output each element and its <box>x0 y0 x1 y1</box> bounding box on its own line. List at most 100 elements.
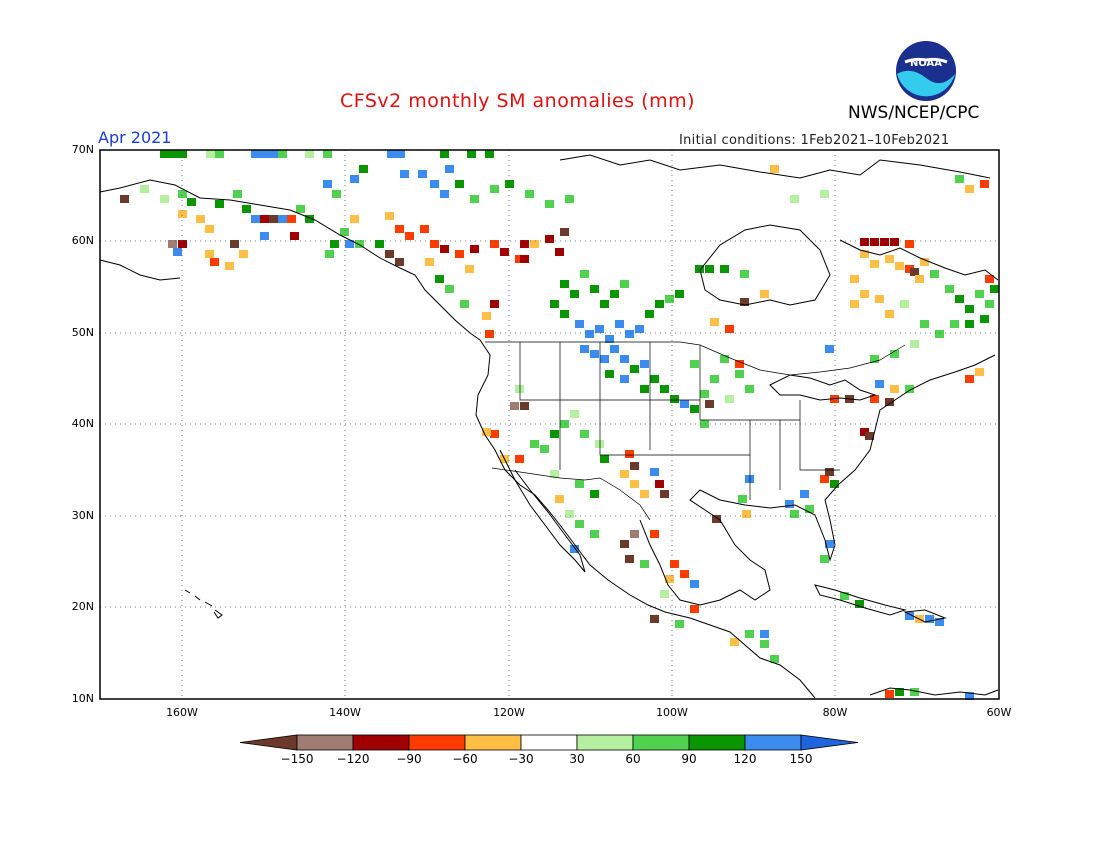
anomaly-cell <box>620 280 629 288</box>
chart-title: CFSv2 monthly SM anomalies (mm) <box>340 90 696 112</box>
anomaly-cell <box>920 320 929 328</box>
anomaly-cell <box>955 295 964 303</box>
anomaly-cell <box>490 185 499 193</box>
anomaly-cell <box>470 245 479 253</box>
anomaly-cell <box>760 290 769 298</box>
anomaly-cell <box>670 560 679 568</box>
anomaly-cell <box>885 398 894 406</box>
anomaly-cell <box>955 175 964 183</box>
anomaly-cell <box>660 590 669 598</box>
anomaly-cell <box>850 300 859 308</box>
anomaly-cell <box>296 205 305 213</box>
anomaly-cell <box>560 420 569 428</box>
anomaly-cell <box>430 180 439 188</box>
anomaly-cell <box>210 258 219 266</box>
anomaly-cell <box>965 305 974 313</box>
anomaly-cell <box>705 265 714 273</box>
colorbar-bin <box>576 734 634 751</box>
anomaly-cell <box>690 360 699 368</box>
us-mexico-border <box>491 467 651 521</box>
colorbar-label: −150 <box>280 752 314 766</box>
anomaly-cell <box>875 380 884 388</box>
anomaly-cell <box>890 385 899 393</box>
anomaly-cell <box>675 290 684 298</box>
lon-label: 160W <box>166 706 198 719</box>
anomaly-cell <box>465 265 474 273</box>
anomaly-cell <box>418 170 427 178</box>
anomaly-cell <box>705 400 714 408</box>
anomaly-cell <box>790 510 799 518</box>
anomaly-cell <box>225 262 234 270</box>
anomaly-map <box>99 149 1000 700</box>
colorbar-arrow-low <box>239 734 298 751</box>
anomaly-cell <box>530 240 539 248</box>
anomaly-cell <box>640 490 649 498</box>
anomaly-cell <box>820 555 829 563</box>
anomaly-cell <box>420 225 429 233</box>
labrador <box>839 239 999 281</box>
colorbar-label: 150 <box>789 752 813 766</box>
anomaly-cell <box>910 688 919 696</box>
anomaly-cell <box>665 295 674 303</box>
anomaly-cell <box>605 370 614 378</box>
anomaly-cell <box>745 475 754 483</box>
anomaly-cell <box>387 150 396 158</box>
anomaly-cell <box>675 620 684 628</box>
map-frame <box>99 149 1000 700</box>
anomaly-cell <box>168 240 177 248</box>
anomaly-cell <box>560 280 569 288</box>
anomaly-cell <box>560 228 569 236</box>
colorbar-bin <box>632 734 690 751</box>
anomaly-cell <box>745 630 754 638</box>
anomaly-cell <box>470 195 479 203</box>
anomaly-cell <box>239 250 248 258</box>
anomaly-cell <box>405 232 414 240</box>
anomaly-cell <box>665 575 674 583</box>
anomaly-cell <box>635 325 644 333</box>
lat-label: 70N <box>71 143 94 156</box>
anomaly-cell <box>455 180 464 188</box>
anomaly-cell <box>169 150 178 158</box>
anomaly-cell <box>385 250 394 258</box>
anomaly-cell <box>650 468 659 476</box>
anomaly-cell <box>860 290 869 298</box>
anomaly-cell <box>720 265 729 273</box>
state-lines <box>519 342 840 500</box>
anomaly-cell <box>160 150 169 158</box>
anomaly-cell <box>140 185 149 193</box>
anomaly-cell <box>630 462 639 470</box>
anomaly-cell <box>570 410 579 418</box>
colorbar-arrow-high <box>800 734 859 751</box>
anomaly-cell <box>332 190 341 198</box>
anomaly-cell <box>945 285 954 293</box>
colorbar-label: −30 <box>508 752 534 766</box>
noaa-logo: NOAA <box>896 41 956 101</box>
anomaly-cell <box>305 215 314 223</box>
anomaly-cell <box>870 238 879 246</box>
anomaly-cell <box>870 395 879 403</box>
anomaly-cell <box>915 275 924 283</box>
anomaly-cell <box>935 330 944 338</box>
anomaly-cell <box>425 258 434 266</box>
anomaly-cell <box>260 215 269 223</box>
anomaly-cell <box>965 692 974 700</box>
anomaly-cell <box>396 150 405 158</box>
anomaly-cell <box>251 150 260 158</box>
anomaly-cell <box>905 612 914 620</box>
anomaly-cell <box>595 325 604 333</box>
anomaly-cell <box>178 240 187 248</box>
anomaly-cell <box>640 360 649 368</box>
valid-month-label: Apr 2021 <box>98 128 172 147</box>
anomaly-cell <box>395 225 404 233</box>
anomaly-cell <box>251 215 260 223</box>
anomaly-cell <box>233 190 242 198</box>
anomaly-cell <box>740 270 749 278</box>
anomaly-cell <box>590 285 599 293</box>
lon-label: 80W <box>822 706 848 719</box>
anomaly-cell <box>800 490 809 498</box>
anomaly-cell <box>440 245 449 253</box>
anomaly-cell <box>670 395 679 403</box>
anomaly-cell <box>885 255 894 263</box>
anomaly-cell <box>625 450 634 458</box>
anomaly-cell <box>260 150 269 158</box>
